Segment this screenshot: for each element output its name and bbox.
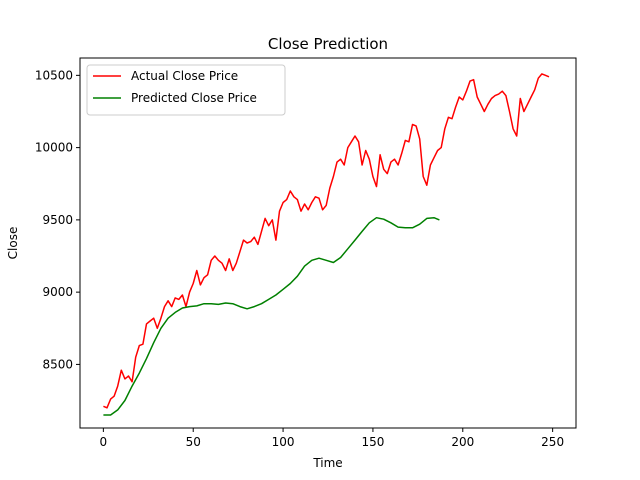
x-tick-label: 50 bbox=[186, 435, 201, 449]
chart-title: Close Prediction bbox=[268, 35, 388, 53]
legend-label-actual: Actual Close Price bbox=[131, 69, 238, 83]
x-tick-label: 150 bbox=[361, 435, 384, 449]
x-axis-label: Time bbox=[312, 456, 342, 470]
y-tick-label: 8500 bbox=[42, 357, 73, 371]
x-tick-label: 200 bbox=[451, 435, 474, 449]
series-layer bbox=[103, 73, 550, 416]
y-tick-label: 10000 bbox=[35, 141, 73, 155]
axes-background bbox=[80, 58, 576, 428]
x-tick-label: 100 bbox=[272, 435, 295, 449]
x-axis-ticks: 0 50 100 150 200 250 bbox=[100, 428, 564, 449]
x-tick-label: 250 bbox=[541, 435, 564, 449]
y-tick-label: 9000 bbox=[42, 285, 73, 299]
y-tick-label: 10500 bbox=[35, 68, 73, 82]
y-axis-ticks: 8500 9000 9500 10000 10500 bbox=[35, 68, 80, 371]
legend: Actual Close Price Predicted Close Price bbox=[86, 64, 286, 116]
series-line-actual bbox=[103, 73, 550, 409]
legend-label-predicted: Predicted Close Price bbox=[131, 91, 257, 105]
series-line-predicted bbox=[103, 216, 440, 416]
legend-box bbox=[86, 64, 286, 116]
x-tick-label: 0 bbox=[100, 435, 108, 449]
y-axis-label: Close bbox=[6, 227, 20, 260]
axes-frame bbox=[79, 57, 577, 429]
y-tick-label: 9500 bbox=[42, 213, 73, 227]
plot-area: 0 50 100 150 200 250 8500 9000 9500 10000 10500 bbox=[35, 57, 577, 449]
